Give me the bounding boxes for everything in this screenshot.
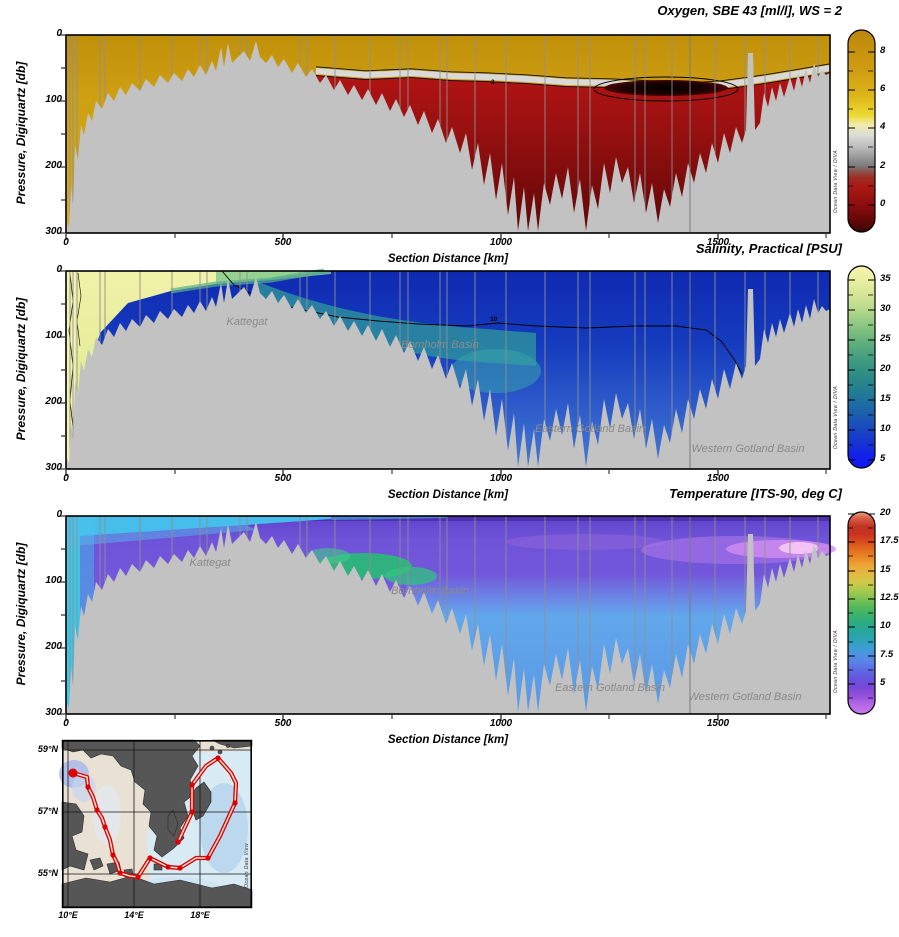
kattegat-salty-wedge bbox=[66, 271, 324, 469]
x-tick: 1000 bbox=[489, 718, 513, 729]
region-label-eastern-gotland: Eastern Gotland Basin bbox=[534, 423, 646, 435]
colorbar-tick: 15 bbox=[880, 564, 891, 575]
region-label-kattegat: Kattegat bbox=[226, 316, 268, 328]
x-tick: 500 bbox=[274, 718, 292, 729]
contour-label: 10 bbox=[490, 316, 498, 323]
surface-cyan-thin bbox=[331, 516, 446, 520]
x-axis-label: Section Distance [km] bbox=[387, 253, 509, 265]
plot-title-temperature: Temperature [ITS-90, deg C] bbox=[669, 486, 842, 501]
colorbar-tick: 4 bbox=[880, 121, 886, 132]
front-band bbox=[170, 268, 325, 294]
surface-cyan-layer bbox=[66, 516, 331, 537]
x-tick: 0 bbox=[63, 473, 69, 484]
y-tick: 200 bbox=[45, 396, 62, 407]
map-border bbox=[62, 740, 252, 908]
plot-title-oxygen: Oxygen, SBE 43 [ml/l], WS = 2 bbox=[657, 3, 842, 18]
left-contour-2 bbox=[76, 272, 82, 347]
colorbar-tick: 5 bbox=[880, 453, 886, 464]
oxygen-colorbar bbox=[847, 29, 876, 233]
surface-cold-strip bbox=[206, 516, 830, 521]
map-gridlines bbox=[62, 740, 252, 908]
plot-title-salinity: Salinity, Practical [PSU] bbox=[695, 241, 842, 256]
x-axis-label: Section Distance [km] bbox=[387, 489, 509, 501]
land-masses bbox=[61, 739, 253, 909]
region-label-kattegat: Kattegat bbox=[189, 557, 231, 569]
contour-label: 2 bbox=[491, 79, 495, 86]
colorbar-tick: 25 bbox=[880, 333, 891, 344]
colorbar-tick: 17.5 bbox=[880, 535, 899, 546]
x-tick: 1500 bbox=[706, 237, 730, 248]
map-lon-tick: 10°E bbox=[58, 910, 78, 920]
bornholm-bottom-water bbox=[451, 349, 541, 393]
y-tick: 200 bbox=[45, 160, 62, 171]
odv-credit: Ocean Data View / DIVA bbox=[833, 386, 839, 450]
x-tick: 500 bbox=[274, 237, 292, 248]
region-label-eastern-gotland: Eastern Gotland Basin bbox=[554, 682, 666, 694]
map-lon-tick: 18°E bbox=[190, 910, 210, 920]
temperature-colorbar bbox=[847, 511, 876, 715]
colorbar-tick: 30 bbox=[880, 303, 891, 314]
y-tick: 100 bbox=[45, 575, 62, 586]
colorbar-tick: 8 bbox=[880, 45, 886, 56]
temperature-section-plot bbox=[58, 515, 836, 722]
y-tick: 0 bbox=[56, 28, 62, 39]
oxygen-section-plot bbox=[58, 34, 831, 241]
x-tick: 1000 bbox=[489, 237, 513, 248]
x-tick: 1000 bbox=[489, 473, 513, 484]
colorbar-tick: 5 bbox=[880, 677, 886, 688]
x-tick: 0 bbox=[63, 718, 69, 729]
y-tick: 300 bbox=[45, 226, 62, 237]
station-map-inset bbox=[59, 739, 253, 909]
y-axis-label: Pressure, Digiquartz [db] bbox=[14, 297, 28, 441]
colorbar-tick: 20 bbox=[880, 507, 891, 518]
colorbar-tick: 12.5 bbox=[880, 592, 899, 603]
map-lat-tick: 59°N bbox=[37, 744, 58, 754]
region-label-western-gotland: Western Gotland Basin bbox=[691, 443, 805, 455]
anoxic-core bbox=[604, 80, 728, 96]
surface-transition-band bbox=[66, 525, 256, 546]
colorbar-tick: 0 bbox=[880, 198, 886, 209]
y-tick: 100 bbox=[45, 330, 62, 341]
x-axis-label: Section Distance [km] bbox=[387, 734, 509, 746]
x-tick: 1500 bbox=[706, 473, 730, 484]
colorbar-tick: 10 bbox=[880, 620, 891, 631]
map-lat-tick: 57°N bbox=[37, 806, 58, 816]
region-label-western-gotland: Western Gotland Basin bbox=[688, 691, 802, 703]
map-odv-credit: Ocean Data View bbox=[244, 843, 250, 888]
y-tick: 0 bbox=[56, 264, 62, 275]
cruise-track bbox=[68, 755, 239, 880]
map-lon-tick: 14°E bbox=[124, 910, 144, 920]
left-trench-salty bbox=[66, 271, 75, 469]
warm-patch-2 bbox=[385, 567, 437, 585]
colorbar-tick: 15 bbox=[880, 393, 891, 404]
region-label-bornholm: Bornholm Basin bbox=[401, 339, 479, 351]
y-tick: 0 bbox=[56, 509, 62, 520]
odv-credit: Ocean Data View / DIVA bbox=[833, 630, 839, 694]
x-tick: 0 bbox=[63, 237, 69, 248]
colorbar-tick: 20 bbox=[880, 363, 891, 374]
x-tick: 500 bbox=[274, 473, 292, 484]
y-tick: 300 bbox=[45, 462, 62, 473]
colorbar-tick: 6 bbox=[880, 83, 886, 94]
cold-lens-core bbox=[779, 542, 819, 554]
salinity-section-plot bbox=[58, 268, 831, 477]
colorbar-tick: 2 bbox=[880, 160, 886, 171]
y-axis-label: Pressure, Digiquartz [db] bbox=[14, 61, 28, 205]
region-label-bornholm: Bornholm Basin bbox=[391, 585, 469, 597]
y-tick: 200 bbox=[45, 641, 62, 652]
colorbar-tick: 35 bbox=[880, 273, 891, 284]
y-tick: 300 bbox=[45, 707, 62, 718]
salinity-colorbar bbox=[847, 265, 876, 469]
map-lat-tick: 55°N bbox=[37, 868, 58, 878]
y-tick: 100 bbox=[45, 94, 62, 105]
halocline-teal-layer bbox=[256, 281, 536, 366]
colorbar-tick: 7.5 bbox=[880, 649, 894, 660]
odv-credit: Ocean Data View / DIVA bbox=[833, 150, 839, 214]
x-tick: 1500 bbox=[706, 718, 730, 729]
cold-lens-faint bbox=[506, 534, 666, 550]
colorbar-tick: 10 bbox=[880, 423, 891, 434]
y-axis-label: Pressure, Digiquartz [db] bbox=[14, 542, 28, 686]
anoxic-contour bbox=[593, 76, 739, 102]
